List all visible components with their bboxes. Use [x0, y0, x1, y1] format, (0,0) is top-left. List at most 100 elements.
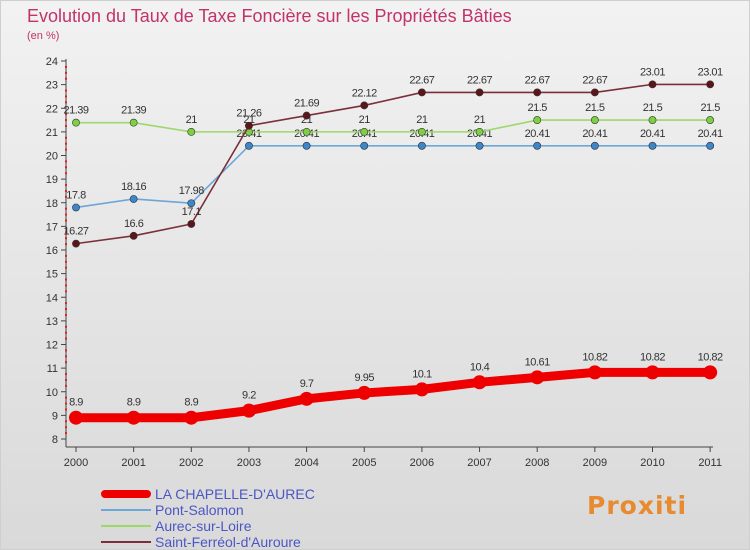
- series-0-point-2006: [414, 382, 429, 397]
- y-minor-dot-20-0: [65, 148, 67, 151]
- series-2-point-2005: [360, 127, 369, 136]
- x-tick-label-2009: 2009: [583, 457, 607, 469]
- legend-item-3: Saint-Ferréol-d'Auroure: [101, 534, 315, 550]
- x-tick-label-2011: 2011: [698, 457, 722, 469]
- series-3-point-2009: [590, 88, 599, 97]
- series-2-data-label-2001: 21.39: [121, 105, 146, 117]
- y-tick-label-11: 11: [47, 363, 58, 375]
- x-tick-label-2000: 2000: [64, 457, 88, 469]
- y-minor-dot-9-1: [65, 402, 67, 405]
- series-0-data-label-2006: 10.1: [412, 368, 432, 380]
- series-2-data-label-2009: 21.5: [585, 102, 605, 114]
- series-3-data-label-2005: 22.12: [352, 87, 377, 99]
- series-2-point-2007: [475, 127, 484, 136]
- y-minor-dot-13-1: [65, 308, 67, 311]
- y-minor-dot-22-0: [65, 101, 67, 104]
- series-2-data-label-2006: 21: [416, 114, 428, 126]
- x-tick-label-2004: 2004: [294, 457, 318, 469]
- series-2-point-2009: [590, 116, 599, 124]
- y-minor-dot-14-1: [65, 284, 67, 287]
- series-1-point-2008: [533, 141, 542, 150]
- series-1-point-2006: [417, 141, 426, 150]
- series-3-point-2003: [245, 121, 253, 130]
- series-3-data-label-2007: 22.67: [467, 74, 492, 86]
- legend-item-1: Pont-Salomon: [101, 502, 315, 518]
- series-0-line: [71, 367, 715, 423]
- y-tick-label-10: 10: [46, 387, 58, 399]
- series-3-point-2006: [417, 88, 426, 97]
- y-minor-dot-16-1: [65, 237, 67, 240]
- y-tick-label-17: 17: [46, 221, 58, 233]
- series-1-point-2011: [706, 141, 715, 150]
- y-minor-dot-8-2: [65, 420, 67, 423]
- series-2-point-2001: [129, 118, 138, 127]
- y-minor-dot-19-0: [65, 172, 67, 175]
- series-1-data-label-2010: 20.41: [640, 128, 665, 140]
- series-1-data-label-2001: 18.16: [121, 181, 146, 193]
- series-2-data-label-2011: 21.5: [700, 102, 720, 114]
- series-0-data-label-2003: 9.2: [242, 390, 256, 402]
- series-0-point-2003: [241, 403, 256, 418]
- y-minor-dot-15-0: [65, 266, 67, 269]
- series-2-data-label-2002: 21: [186, 114, 198, 126]
- series-2-data-label-2005: 21: [359, 114, 371, 126]
- series-0-point-2000: [69, 410, 83, 425]
- y-minor-dot-15-1: [65, 260, 67, 263]
- y-minor-dot-10-1: [65, 378, 67, 381]
- y-minor-dot-9-2: [65, 396, 67, 399]
- series-1-point-2001: [129, 195, 138, 203]
- y-tick-label-12: 12: [46, 340, 58, 352]
- legend-swatch-0: [101, 490, 151, 498]
- series-3-line: [75, 83, 711, 245]
- series-2-point-2000: [72, 118, 80, 127]
- series-2-point-2011: [706, 116, 715, 124]
- x-tick-label-2005: 2005: [352, 457, 376, 469]
- series-0-data-label-2011: 10.82: [698, 351, 723, 363]
- x-tick-label-2002: 2002: [179, 457, 203, 469]
- y-minor-dot-12-1: [65, 331, 67, 334]
- series-1-line: [75, 145, 711, 209]
- series-0-point-2010: [645, 365, 660, 380]
- series-2-line: [75, 119, 711, 133]
- series-3-data-label-2010: 23.01: [640, 66, 665, 78]
- legend-item-0: LA CHAPELLE-D'AUREC: [101, 486, 315, 502]
- y-minor-dot-22-2: [65, 89, 67, 92]
- series-3-data-label-2008: 22.67: [525, 74, 550, 86]
- x-tick-label-2010: 2010: [640, 457, 664, 469]
- series-3-data-label-2003: 21.26: [236, 108, 261, 120]
- y-minor-dot-12-0: [65, 337, 67, 340]
- series-0-point-2011: [703, 365, 718, 380]
- series-0-point-2002: [184, 410, 199, 425]
- legend-item-2: Aurec-sur-Loire: [101, 518, 315, 534]
- series-3-data-label-2002: 17.1: [182, 206, 202, 218]
- series-2-data-label-2008: 21.5: [527, 102, 547, 114]
- series-2-point-2002: [187, 127, 196, 136]
- y-minor-dot-20-1: [65, 142, 67, 145]
- legend-label-2: Aurec-sur-Loire: [155, 518, 252, 534]
- y-minor-dot-9-0: [65, 408, 67, 411]
- series-1-data-label-2011: 20.41: [698, 128, 723, 140]
- chart-legend: LA CHAPELLE-D'AUREC Pont-Salomon Aurec-sur…: [101, 486, 315, 550]
- series-0-data-label-2001: 8.9: [127, 397, 141, 409]
- series-1-data-label-2009: 20.41: [582, 128, 607, 140]
- x-tick-label-2007: 2007: [467, 457, 491, 469]
- y-tick-label-15: 15: [46, 269, 58, 281]
- series-3-point-2000: [72, 239, 80, 248]
- y-minor-dot-21-0: [65, 124, 67, 127]
- legend-label-3: Saint-Ferréol-d'Auroure: [155, 534, 301, 550]
- series-0-data-label-2009: 10.82: [582, 351, 607, 363]
- series-1-data-label-2002: 17.98: [179, 185, 204, 197]
- y-minor-dot-10-0: [65, 384, 67, 387]
- y-minor-dot-21-1: [65, 119, 67, 122]
- series-1-point-2007: [475, 141, 484, 150]
- series-3-data-label-2000: 16.27: [63, 226, 88, 238]
- series-0-point-2008: [530, 370, 545, 385]
- series-0-point-2005: [357, 385, 372, 400]
- series-2-point-2006: [417, 127, 426, 136]
- series-2-data-label-2000: 21.39: [63, 105, 88, 117]
- chart-unit: (en %): [27, 30, 60, 42]
- legend-swatch-1: [101, 509, 151, 511]
- series-1-point-2003: [245, 141, 253, 150]
